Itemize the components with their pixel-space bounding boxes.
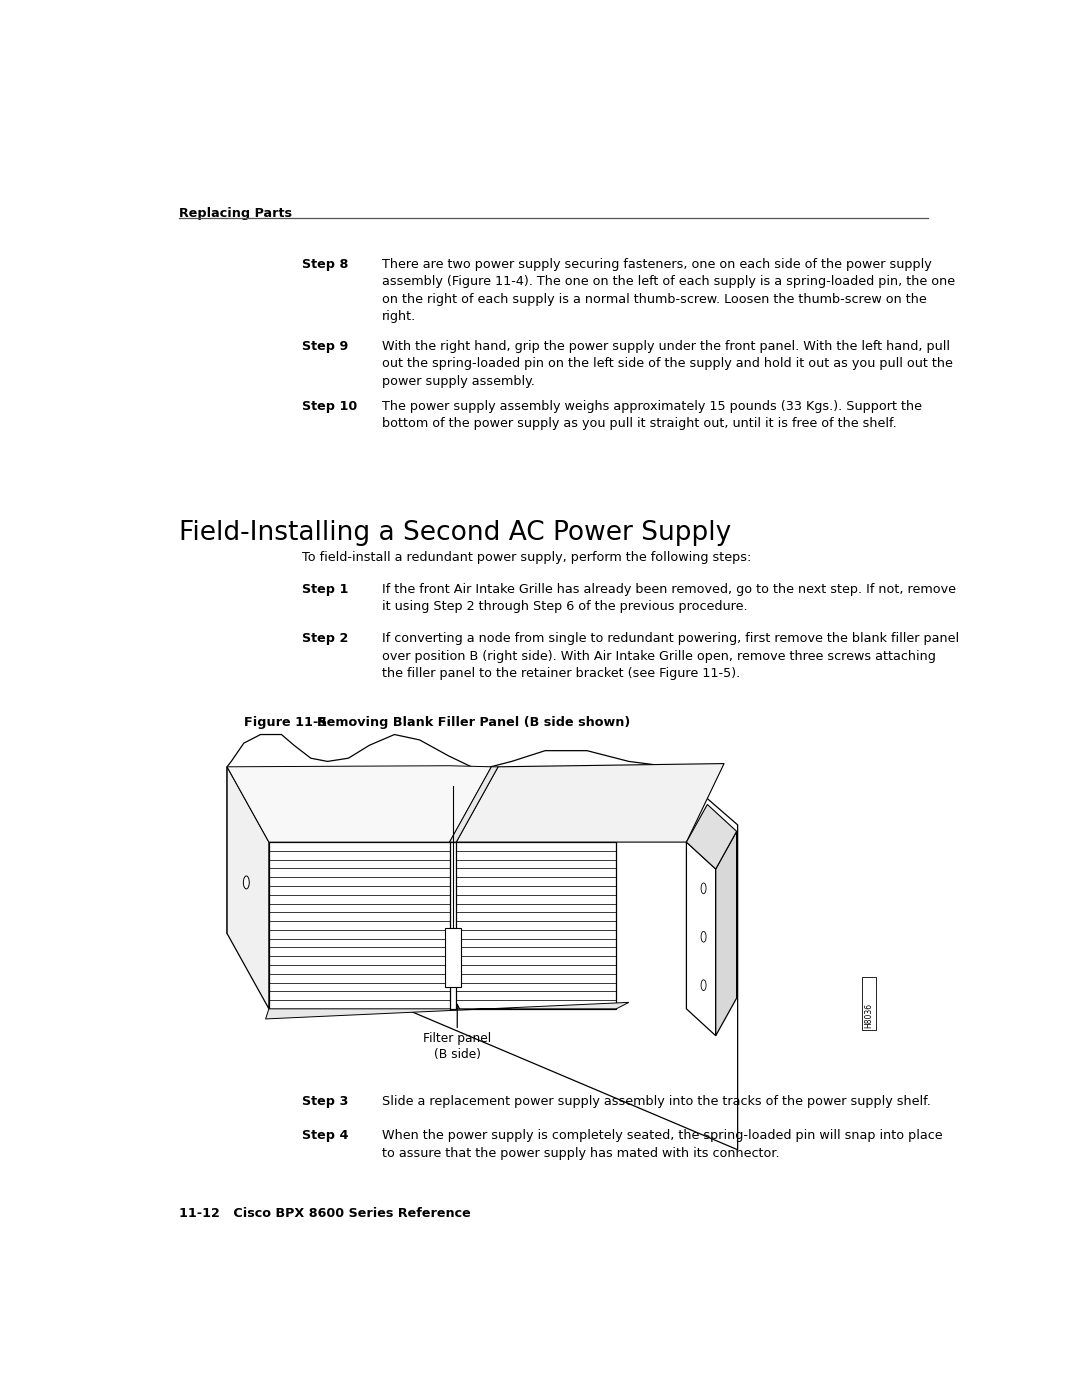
Text: If the front Air Intake Grille has already been removed, go to the next step. If: If the front Air Intake Grille has alrea… xyxy=(382,583,956,613)
Text: Filter panel
(B side): Filter panel (B side) xyxy=(423,1032,491,1062)
Ellipse shape xyxy=(701,932,706,942)
Text: H8036: H8036 xyxy=(864,1003,873,1028)
Polygon shape xyxy=(687,805,737,869)
Text: If converting a node from single to redundant powering, first remove the blank f: If converting a node from single to redu… xyxy=(382,633,959,680)
Text: Step 3: Step 3 xyxy=(302,1095,349,1108)
Text: To field-install a redundant power supply, perform the following steps:: To field-install a redundant power suppl… xyxy=(302,550,752,563)
Text: Step 1: Step 1 xyxy=(302,583,349,597)
Polygon shape xyxy=(266,1003,629,1018)
Polygon shape xyxy=(227,767,269,1009)
Text: Step 9: Step 9 xyxy=(302,339,349,353)
Ellipse shape xyxy=(701,883,706,894)
Polygon shape xyxy=(687,842,716,1035)
Text: Step 4: Step 4 xyxy=(302,1129,349,1143)
Ellipse shape xyxy=(243,876,249,888)
Polygon shape xyxy=(227,735,738,1150)
Text: H8036: H8036 xyxy=(865,999,874,1028)
Text: Step 10: Step 10 xyxy=(302,400,357,414)
Text: Latch: Latch xyxy=(460,766,494,778)
Text: The power supply assembly weighs approximately 15 pounds (33 Kgs.). Support the
: The power supply assembly weighs approxi… xyxy=(382,400,922,430)
Text: Step 8: Step 8 xyxy=(302,258,349,271)
Polygon shape xyxy=(445,928,461,988)
Text: When the power supply is completely seated, the spring-loaded pin will snap into: When the power supply is completely seat… xyxy=(382,1129,943,1160)
Polygon shape xyxy=(456,764,724,842)
Polygon shape xyxy=(716,831,737,1035)
Text: 11-12   Cisco BPX 8600 Series Reference: 11-12 Cisco BPX 8600 Series Reference xyxy=(178,1207,470,1220)
Text: Figure 11-5: Figure 11-5 xyxy=(244,717,327,729)
Polygon shape xyxy=(227,766,491,842)
Ellipse shape xyxy=(701,979,706,990)
Text: Replacing Parts: Replacing Parts xyxy=(178,207,292,219)
Text: Step 2: Step 2 xyxy=(302,633,349,645)
Text: Removing Blank Filler Panel (B side shown): Removing Blank Filler Panel (B side show… xyxy=(316,717,630,729)
Text: There are two power supply securing fasteners, one on each side of the power sup: There are two power supply securing fast… xyxy=(382,258,955,324)
Text: Slide a replacement power supply assembly into the tracks of the power supply sh: Slide a replacement power supply assembl… xyxy=(382,1095,931,1108)
Polygon shape xyxy=(862,977,876,1031)
Polygon shape xyxy=(269,842,617,1009)
Text: With the right hand, grip the power supply under the front panel. With the left : With the right hand, grip the power supp… xyxy=(382,339,953,388)
Text: Field-Installing a Second AC Power Supply: Field-Installing a Second AC Power Suppl… xyxy=(178,521,731,546)
Polygon shape xyxy=(449,842,456,1009)
Polygon shape xyxy=(449,767,498,842)
